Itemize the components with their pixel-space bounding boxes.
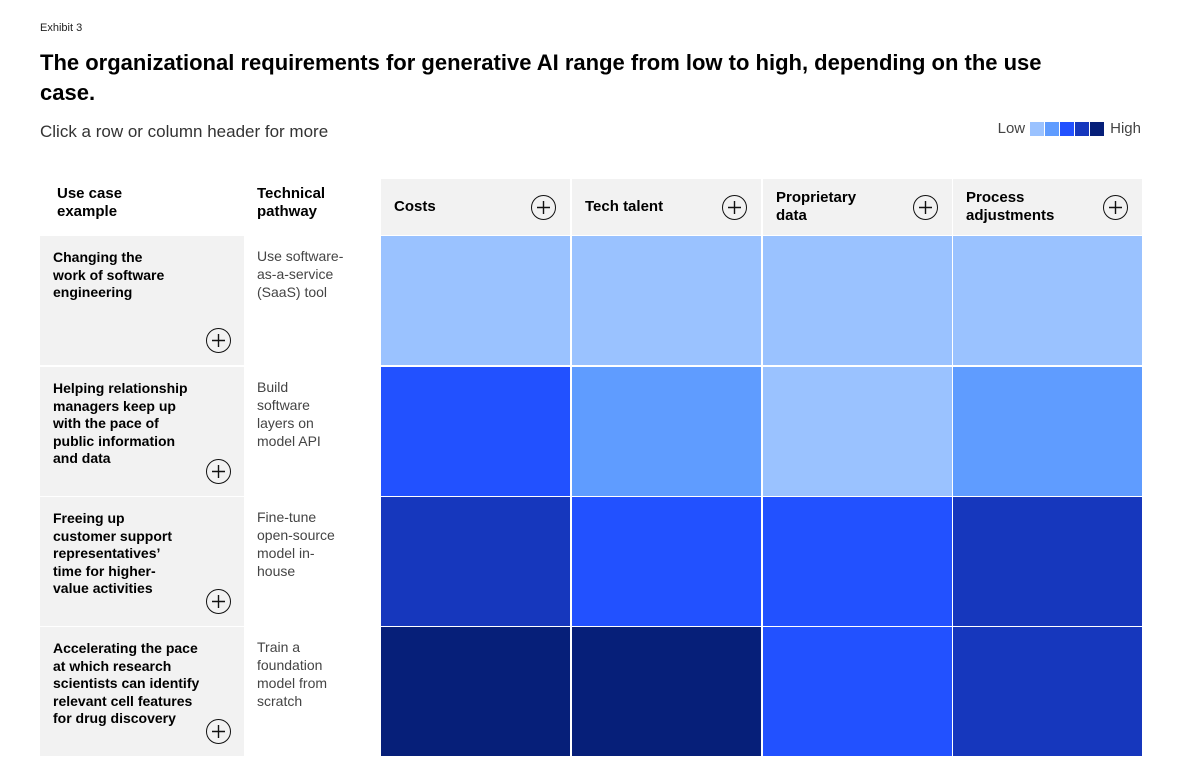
column-header-label: Proprietary data [776,189,857,224]
use-case-label: Changing the work of software engineerin… [53,249,165,300]
expand-plus-icon[interactable] [722,194,747,220]
heatmap-cell [572,627,761,756]
use-case-label: Freeing up customer support representati… [53,510,173,596]
pathway-header: Technical pathway [257,185,326,220]
heatmap-cell [572,497,761,626]
legend-high-label: High [1110,120,1141,137]
technical-pathway-label: Build software layers on model API [257,379,321,449]
heatmap-cell [953,627,1142,756]
legend-swatches [1030,121,1105,136]
legend-swatch [1045,121,1060,136]
heatmap-cell [381,497,570,626]
technical-pathway-label: Fine-tune open-source model in- house [257,509,335,579]
row-header[interactable]: Accelerating the pace at which research … [40,627,244,756]
legend: Low High [998,120,1141,137]
chart-title: The organizational requirements for gene… [40,50,1042,105]
exhibit-label: Exhibit 3 [40,22,83,34]
expand-plus-icon[interactable] [531,194,556,220]
column-header-label: Process adjustments [966,189,1055,224]
column-header[interactable]: Costs [381,179,570,235]
row-header[interactable]: Changing the work of software engineerin… [40,236,244,365]
heatmap-cell [572,236,761,365]
expand-plus-icon[interactable] [206,328,231,353]
legend-swatch [1075,121,1090,136]
row-header[interactable]: Freeing up customer support representati… [40,497,244,626]
expand-plus-icon[interactable] [1103,194,1128,220]
column-header[interactable]: Process adjustments [953,179,1142,235]
heatmap-cell [381,627,570,756]
expand-plus-icon[interactable] [206,589,231,614]
heatmap-cell [763,367,952,496]
use-case-label: Accelerating the pace at which research … [53,640,200,726]
column-header-label: Costs [394,198,436,215]
legend-swatch [1060,121,1075,136]
column-header-label: Tech talent [585,198,664,215]
use-case-label: Helping relationship managers keep up wi… [53,380,188,466]
technical-pathway-label: Train a foundation model from scratch [257,639,328,709]
column-header[interactable]: Proprietary data [763,179,952,235]
expand-plus-icon[interactable] [913,194,938,220]
heatmap-cell [953,367,1142,496]
technical-pathway-label: Use software- as-a-service (SaaS) tool [257,248,344,300]
heatmap-cell [953,497,1142,626]
expand-plus-icon[interactable] [206,459,231,484]
chart-subtitle: Click a row or column header for more [40,122,329,141]
expand-plus-icon[interactable] [206,719,231,744]
heatmap-cell [763,497,952,626]
row-header[interactable]: Helping relationship managers keep up wi… [40,367,244,496]
legend-low-label: Low [997,120,1026,137]
heatmap-cell [381,367,570,496]
heatmap-cell [572,367,761,496]
use-case-header: Use case example [57,185,123,220]
legend-swatch [1030,121,1045,136]
heatmap-cell [763,236,952,365]
legend-swatch [1090,121,1105,136]
heatmap-cell [381,236,570,365]
heatmap-cell [953,236,1142,365]
heatmap-cell [763,627,952,756]
column-header[interactable]: Tech talent [572,179,761,235]
